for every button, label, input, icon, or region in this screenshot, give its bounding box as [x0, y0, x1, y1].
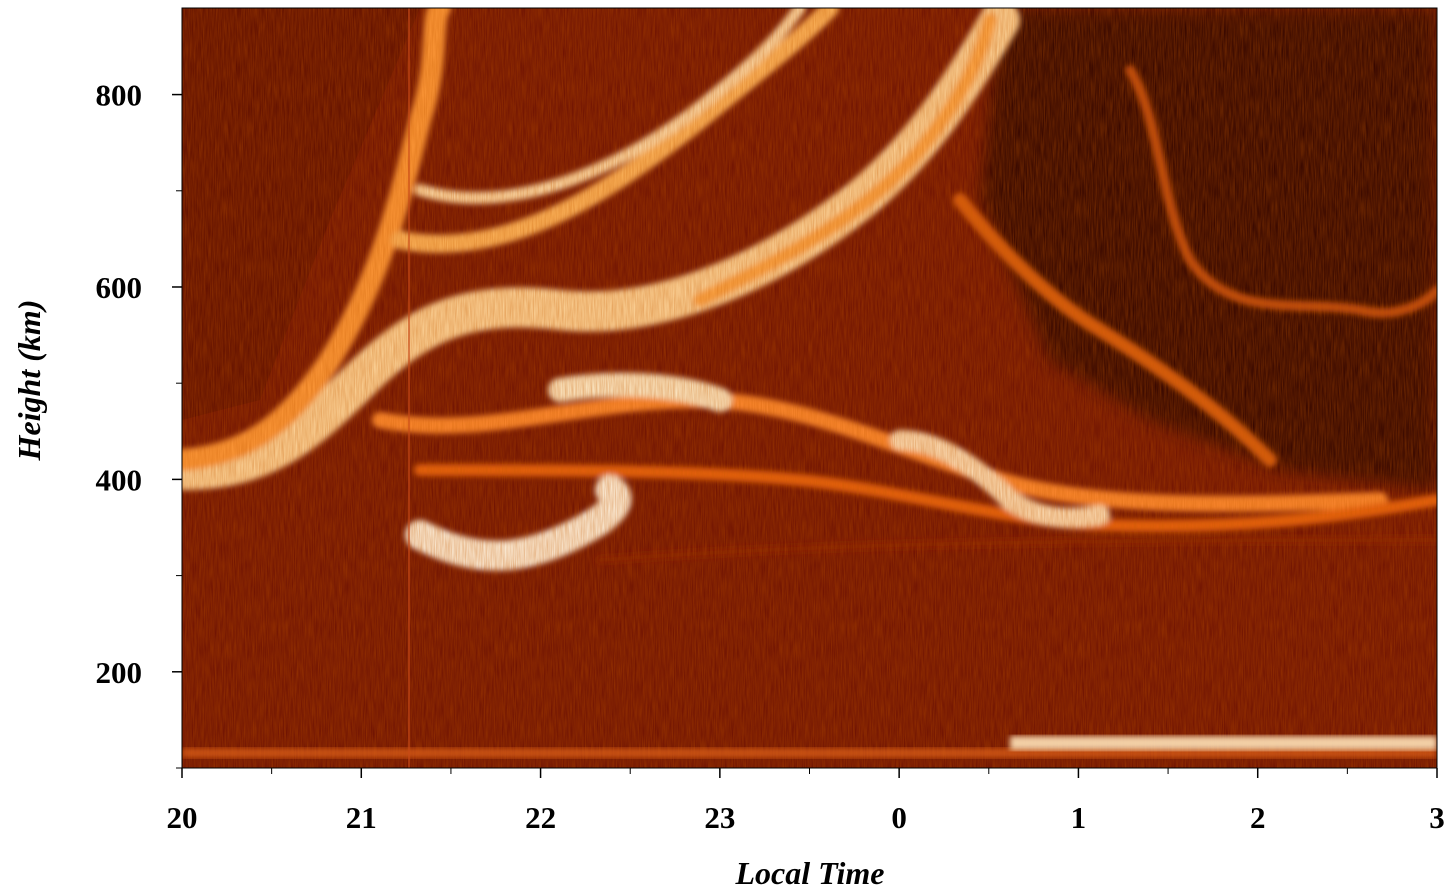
y-tick-label: 400: [96, 462, 143, 497]
x-tick-label: 20: [167, 800, 198, 835]
y-axis-label: Height (km): [11, 300, 47, 462]
x-tick-label: 3: [1429, 800, 1445, 835]
x-tick-label: 21: [346, 800, 377, 835]
y-tick-label: 200: [96, 655, 143, 690]
x-tick-label: 2: [1250, 800, 1266, 835]
y-tick-label: 600: [96, 270, 143, 305]
x-axis-label: Local Time: [735, 855, 885, 891]
x-tick-label: 1: [1071, 800, 1087, 835]
heatmap-image: [182, 8, 1437, 768]
x-tick-label: 23: [704, 800, 735, 835]
y-tick-label: 800: [96, 78, 143, 113]
x-tick-label: 22: [525, 800, 556, 835]
chart: Local Time Height (km) 20212223012320040…: [0, 0, 1446, 895]
x-tick-label: 0: [891, 800, 907, 835]
